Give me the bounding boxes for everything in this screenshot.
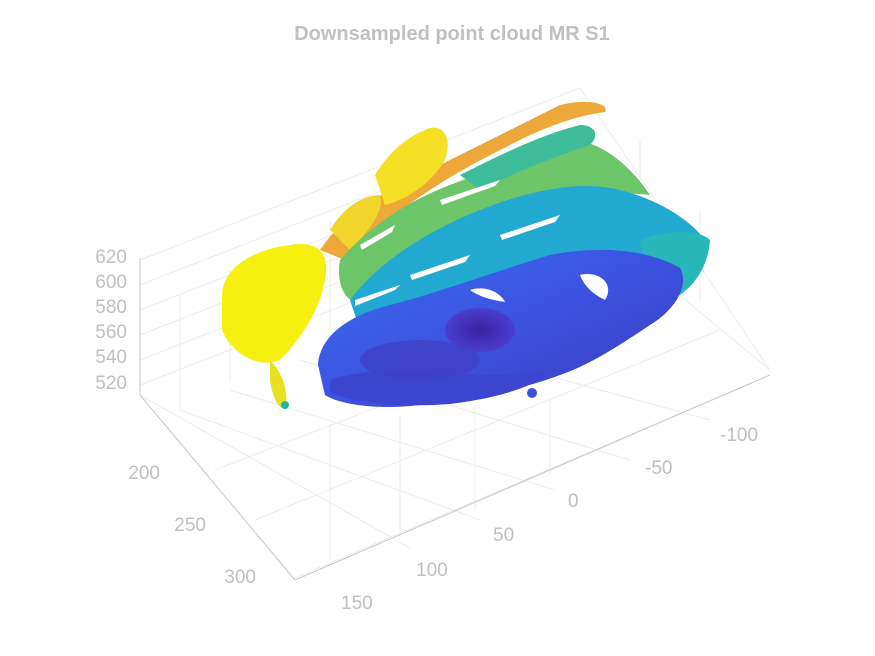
- y-tick-label: 250: [174, 515, 206, 536]
- axis-lines: [139, 258, 771, 581]
- z-tick-label: 600: [95, 272, 127, 293]
- y-axis-ticks: 200 250 300: [128, 463, 256, 588]
- x-tick-label: -50: [645, 458, 672, 479]
- chart-title: Downsampled point cloud MR S1: [294, 23, 610, 45]
- z-tick-label: 580: [95, 297, 127, 318]
- cloud-deep-core: [445, 308, 515, 352]
- y-tick-label: 200: [128, 463, 160, 484]
- x-tick-label: 150: [341, 593, 373, 614]
- y-tick-label: 300: [224, 567, 256, 588]
- z-tick-label: 560: [95, 322, 127, 343]
- cloud-yellow-lobe: [221, 244, 327, 363]
- x-tick-label: 50: [493, 525, 514, 546]
- x-tick-label: -100: [720, 425, 758, 446]
- x-tick-label: 100: [416, 560, 448, 581]
- z-tick-label: 620: [95, 247, 127, 268]
- point-cloud: [221, 101, 710, 409]
- z-tick-label: 540: [95, 347, 127, 368]
- x-tick-label: 0: [568, 491, 579, 512]
- x-axis-ticks: -100 -50 0 50 100 150: [341, 425, 758, 614]
- z-axis-ticks: 620 600 580 560 540 520: [95, 247, 127, 394]
- z-tick-label: 520: [95, 373, 127, 394]
